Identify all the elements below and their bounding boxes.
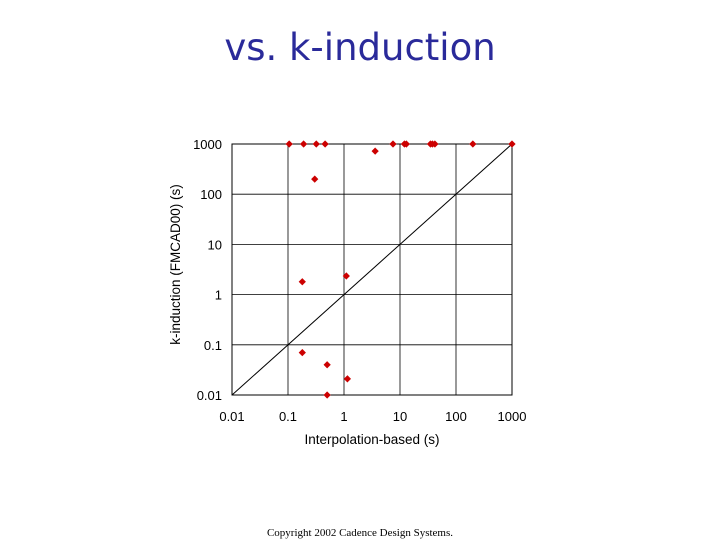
y-tick-label: 1000 [193,137,222,152]
y-tick-label: 10 [208,237,222,252]
reference-line-layer [231,143,513,396]
data-point [298,348,306,357]
tick-labels: 0.01 0.1 1 10 100 1000 0.01 0.1 1 10 100 1000 [193,137,526,424]
data-point [285,140,293,148]
x-tick-label: 1000 [498,409,527,424]
data-point [342,272,350,280]
copyright-footer: Copyright 2002 Cadence Design Systems. [266,527,454,539]
data-point [323,391,331,399]
data-point [402,140,411,148]
x-tick-label: 0.1 [279,409,297,424]
data-point [298,278,306,286]
x-axis-title: Interpolation-based (s) [304,432,439,447]
data-point [389,140,397,148]
data-point [311,175,319,183]
x-tick-label: 0.01 [219,409,244,424]
slide-title: vs. k-induction [224,26,496,69]
grid-lines [231,143,513,396]
data-point [469,140,477,148]
y-axis-title: k-induction (FMCAD00) (s) [168,184,183,345]
data-point [299,140,308,148]
data-point [371,147,379,155]
data-point [323,361,331,369]
y-tick-label: 0.1 [204,338,222,353]
y-tick-label: 100 [200,187,222,202]
x-tick-label: 10 [393,409,407,424]
y-tick-label: 0.01 [197,388,222,403]
data-point [343,375,352,383]
reference-line-y-equals-x [231,143,513,396]
x-tick-label: 100 [445,409,467,424]
x-tick-label: 1 [340,409,347,424]
data-point [312,140,320,148]
data-point [431,140,439,148]
data-points [285,140,516,399]
data-point [508,140,516,148]
y-tick-label: 1 [215,288,222,303]
data-point [321,140,329,148]
